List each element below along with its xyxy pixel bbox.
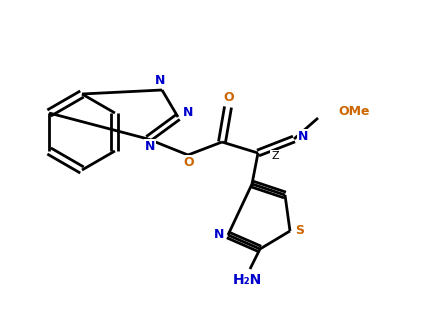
Text: N: N — [297, 130, 308, 144]
Text: Z: Z — [271, 151, 278, 161]
Text: H₂N: H₂N — [232, 273, 261, 287]
Text: N: N — [155, 75, 165, 88]
Text: O: O — [223, 92, 234, 105]
Text: N: N — [144, 141, 155, 153]
Text: O: O — [183, 157, 194, 169]
Text: N: N — [213, 228, 224, 240]
Text: N: N — [182, 107, 193, 119]
Text: OMe: OMe — [337, 106, 368, 118]
Text: S: S — [295, 223, 304, 236]
